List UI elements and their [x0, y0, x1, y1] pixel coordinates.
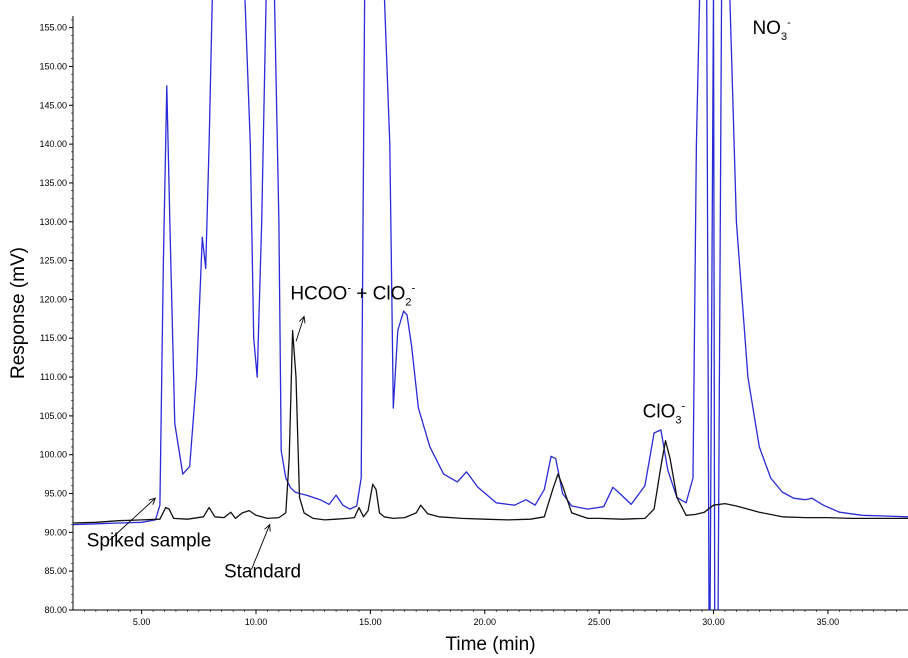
arrow-spiked-sample [109, 497, 156, 541]
y-tick-label: 140.00 [39, 139, 67, 149]
arrow-standard [251, 524, 271, 570]
series-line-standard [73, 329, 908, 524]
y-tick-label: 80.00 [44, 605, 67, 615]
y-tick-label: 115.00 [40, 333, 67, 343]
y-tick-label: 95.00 [44, 489, 67, 499]
arrow-spiked-sample-head [148, 497, 157, 505]
y-axis-title: Response (mV) [8, 247, 29, 379]
series-line-spiked-sample [73, 0, 908, 610]
x-tick-label: 30.00 [702, 617, 725, 627]
arrow-hcoo-clo2 [295, 316, 305, 342]
y-tick-label: 100.00 [39, 450, 67, 460]
annotation-no3: NO3- [752, 17, 791, 43]
x-axis-title: Time (min) [445, 634, 535, 655]
y-tick-label: 145.00 [39, 100, 67, 110]
annotation-hcoo-clo2: HCOO- + ClO2- [290, 282, 415, 308]
series-layer [73, 0, 908, 610]
plot-frame [72, 16, 908, 611]
annotation-clo3: ClO3- [643, 400, 686, 426]
y-tick-label: 125.00 [39, 256, 67, 266]
y-tick-label: 105.00 [39, 411, 67, 421]
y-tick-label: 110.00 [40, 372, 67, 382]
y-tick-label: 90.00 [44, 527, 67, 537]
x-tick-label: 20.00 [474, 617, 497, 627]
x-tick-label: 35.00 [817, 617, 840, 627]
y-tick-label: 130.00 [39, 217, 67, 227]
arrow-hcoo-clo2-head [298, 315, 306, 324]
y-tick-label: 135.00 [39, 178, 67, 188]
x-tick-label: 10.00 [245, 617, 268, 627]
y-tick-label: 120.00 [39, 294, 67, 304]
annotation-spiked-sample: Spiked sample [87, 530, 212, 551]
x-tick-label: 5.00 [133, 617, 151, 627]
annotation-arrows [109, 315, 306, 570]
annotation-standard: Standard [224, 561, 301, 582]
x-axis-ticks: 5.00 10.00 15.00 20.00 25.00 30.00 35.00 [84, 610, 897, 627]
y-tick-label: 155.00 [39, 23, 67, 33]
y-axis-ticks: 80.00 85.00 90.00 95.00 100.00 105.00 110.00 11… [39, 19, 73, 615]
y-tick-label: 150.00 [39, 61, 67, 71]
x-tick-label: 15.00 [359, 617, 382, 627]
arrow-standard-head [264, 523, 271, 532]
x-tick-label: 25.00 [588, 617, 611, 627]
y-tick-label: 85.00 [44, 566, 67, 576]
